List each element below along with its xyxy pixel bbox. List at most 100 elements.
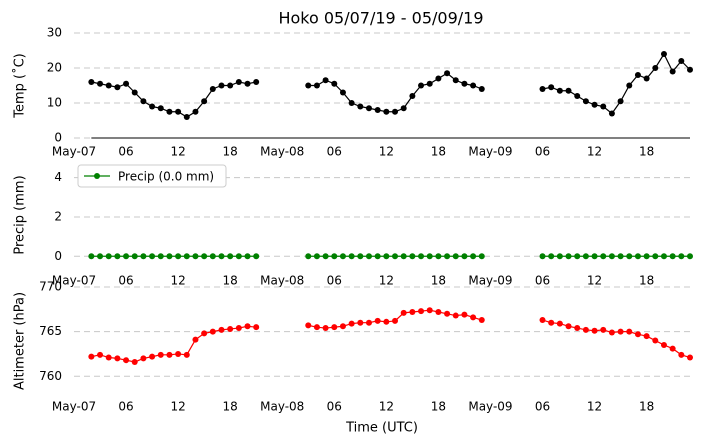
y-tick-label: 30	[47, 26, 62, 40]
data-point	[435, 308, 442, 315]
data-point	[374, 317, 381, 324]
data-point	[626, 82, 633, 89]
data-point	[461, 311, 468, 318]
data-point	[678, 253, 685, 260]
data-point	[209, 86, 216, 92]
data-point	[149, 253, 156, 260]
x-tick-label: May-08	[260, 274, 304, 288]
data-point	[608, 253, 615, 260]
x-tick-label: 06	[118, 274, 133, 288]
data-point	[114, 355, 121, 362]
x-tick-label: 18	[223, 274, 238, 288]
data-point	[418, 253, 425, 260]
data-point	[348, 253, 355, 260]
data-point	[426, 253, 433, 260]
data-point	[539, 317, 546, 324]
x-tick-label: 18	[639, 274, 654, 288]
data-point	[392, 108, 399, 115]
data-point	[166, 253, 173, 260]
data-point	[652, 337, 659, 344]
x-tick-label: 06	[535, 145, 550, 159]
data-point	[123, 357, 130, 364]
data-point	[175, 253, 182, 260]
x-tick-label: May-08	[260, 400, 304, 414]
data-point	[183, 253, 190, 260]
data-point	[105, 253, 112, 260]
legend-label: Precip (0.0 mm)	[118, 170, 214, 184]
y-tick-label: 4	[54, 170, 62, 184]
data-point	[400, 253, 407, 260]
data-point	[426, 307, 433, 314]
data-point	[400, 105, 407, 112]
data-point	[218, 82, 225, 89]
data-point	[452, 253, 459, 260]
data-point	[114, 84, 121, 91]
data-point	[227, 253, 234, 260]
x-tick-label: 12	[379, 274, 394, 288]
data-point	[626, 253, 633, 260]
data-point	[331, 80, 338, 87]
data-point	[643, 253, 650, 260]
x-tick-label: 06	[118, 400, 133, 414]
data-point	[105, 354, 112, 361]
data-point	[678, 58, 685, 64]
data-point	[183, 351, 190, 358]
data-point	[235, 79, 242, 85]
data-point	[331, 253, 338, 260]
data-point	[97, 80, 104, 87]
data-point	[175, 350, 182, 357]
data-point	[435, 75, 442, 82]
x-tick-label: 18	[431, 274, 446, 288]
x-tick-label: May-07	[52, 145, 96, 159]
data-point	[305, 82, 312, 89]
x-tick-label: 12	[379, 145, 394, 159]
data-point	[97, 351, 104, 358]
data-point	[478, 253, 485, 260]
x-tick-label: 12	[170, 145, 185, 159]
data-point	[357, 319, 364, 326]
data-point	[149, 103, 156, 110]
data-point	[478, 86, 485, 92]
data-point	[383, 318, 390, 325]
y-tick-label: 0	[54, 131, 62, 145]
data-point	[418, 308, 425, 315]
data-point	[617, 253, 624, 260]
data-point	[131, 253, 138, 260]
y-axis-label: Altimeter (hPa)	[13, 292, 28, 390]
data-point	[131, 358, 138, 365]
data-point	[235, 325, 242, 332]
data-point	[157, 351, 164, 358]
legend: Precip (0.0 mm)	[77, 164, 227, 188]
data-point	[253, 79, 260, 85]
data-point	[192, 336, 199, 343]
x-tick-label: 12	[587, 400, 602, 414]
data-point	[218, 253, 225, 260]
data-point	[591, 327, 598, 334]
x-tick-label: 06	[118, 145, 133, 159]
data-point	[556, 87, 563, 94]
data-point	[140, 355, 147, 362]
data-point	[339, 89, 346, 96]
data-point	[400, 309, 407, 316]
data-point	[88, 253, 95, 260]
x-tick-label: 06	[327, 274, 342, 288]
data-point	[192, 108, 199, 115]
data-point	[392, 317, 399, 324]
y-tick-label: 760	[39, 369, 62, 383]
x-tick-label: May-08	[260, 145, 304, 159]
data-point	[669, 68, 676, 75]
data-point	[157, 105, 164, 112]
legend-marker	[94, 173, 100, 179]
data-point	[409, 308, 416, 315]
data-point	[339, 323, 346, 330]
data-point	[556, 253, 563, 260]
data-point	[365, 253, 372, 260]
data-point	[392, 253, 399, 260]
data-point	[105, 82, 112, 89]
data-point	[626, 328, 633, 335]
data-point	[244, 253, 251, 260]
data-point	[617, 328, 624, 335]
data-point	[565, 87, 572, 94]
data-point	[227, 82, 234, 89]
